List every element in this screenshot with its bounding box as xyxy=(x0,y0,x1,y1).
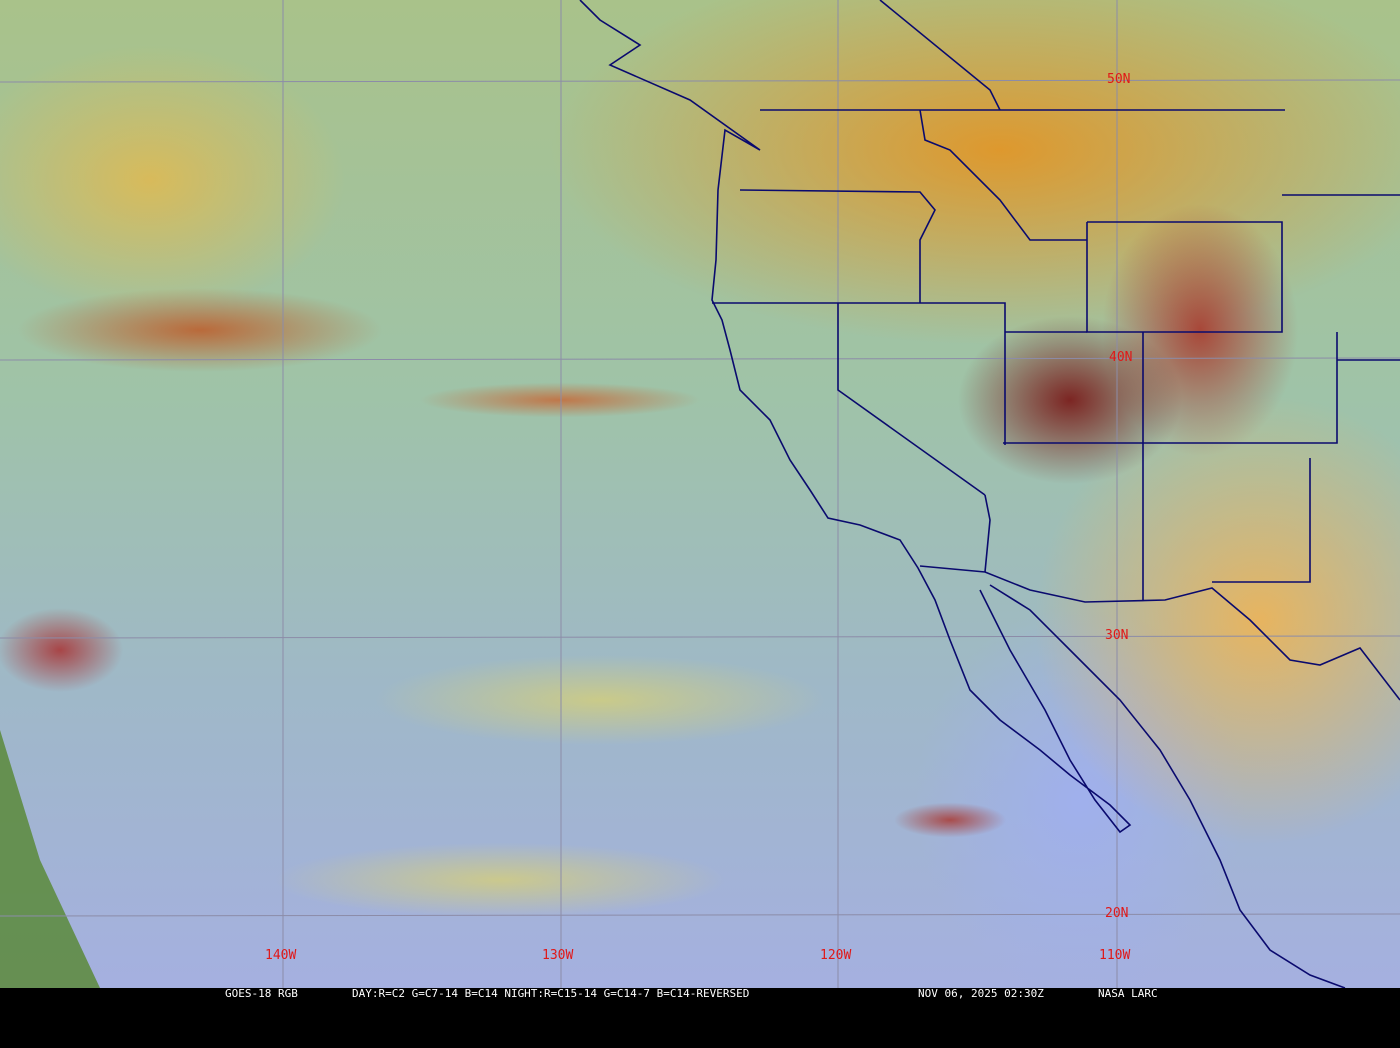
grid-line-50n xyxy=(0,79,1400,83)
coastline-mexico xyxy=(989,584,1346,988)
state-border-ca-nv xyxy=(837,303,986,496)
lat-lon-grid xyxy=(0,0,1400,988)
state-borders xyxy=(712,302,1006,445)
satellite-map: 50N 40N 30N 20N 140W 130W 120W 110W xyxy=(0,0,1400,988)
caption-timestamp: NOV 06, 2025 02:30Z xyxy=(918,987,1044,1000)
lon-label-130w: 130W xyxy=(542,948,574,963)
map-overlay xyxy=(0,0,1400,988)
lat-label-20n: 20N xyxy=(1105,906,1129,921)
state-border-four-corners xyxy=(1003,332,1338,444)
state-border-wy xyxy=(1086,221,1283,333)
grid-line-40n xyxy=(0,357,1400,361)
border-us-mexico xyxy=(919,565,1400,701)
lon-label-140w: 140W xyxy=(265,948,297,963)
lon-label-110w: 110W xyxy=(1099,948,1131,963)
night-swath-edge xyxy=(0,730,100,988)
border-ca-az xyxy=(984,494,991,573)
caption-recipe: DAY:R=C2 G=C7-14 B=C14 NIGHT:R=C15-14 G=… xyxy=(352,987,750,1000)
coastline-pacific xyxy=(579,0,1132,834)
state-border-nm-tx xyxy=(1212,458,1311,583)
borders xyxy=(579,0,1400,988)
lat-label-30n: 30N xyxy=(1105,628,1129,643)
lon-label-120w: 120W xyxy=(820,948,852,963)
grid-line-30n xyxy=(0,635,1400,639)
state-border-wa-or xyxy=(739,189,936,303)
caption-source: NASA LARC xyxy=(1098,987,1158,1000)
grid-line-20n xyxy=(0,913,1400,917)
lat-label-50n: 50N xyxy=(1107,72,1131,87)
border-canada-province xyxy=(879,0,1001,111)
lat-label-40n: 40N xyxy=(1109,350,1133,365)
state-border-id-mt xyxy=(919,109,1087,241)
caption-product: GOES-18 RGB xyxy=(225,987,298,1000)
caption-bar: GOES-18 RGB DAY:R=C2 G=C7-14 B=C14 NIGHT… xyxy=(0,988,1400,1000)
